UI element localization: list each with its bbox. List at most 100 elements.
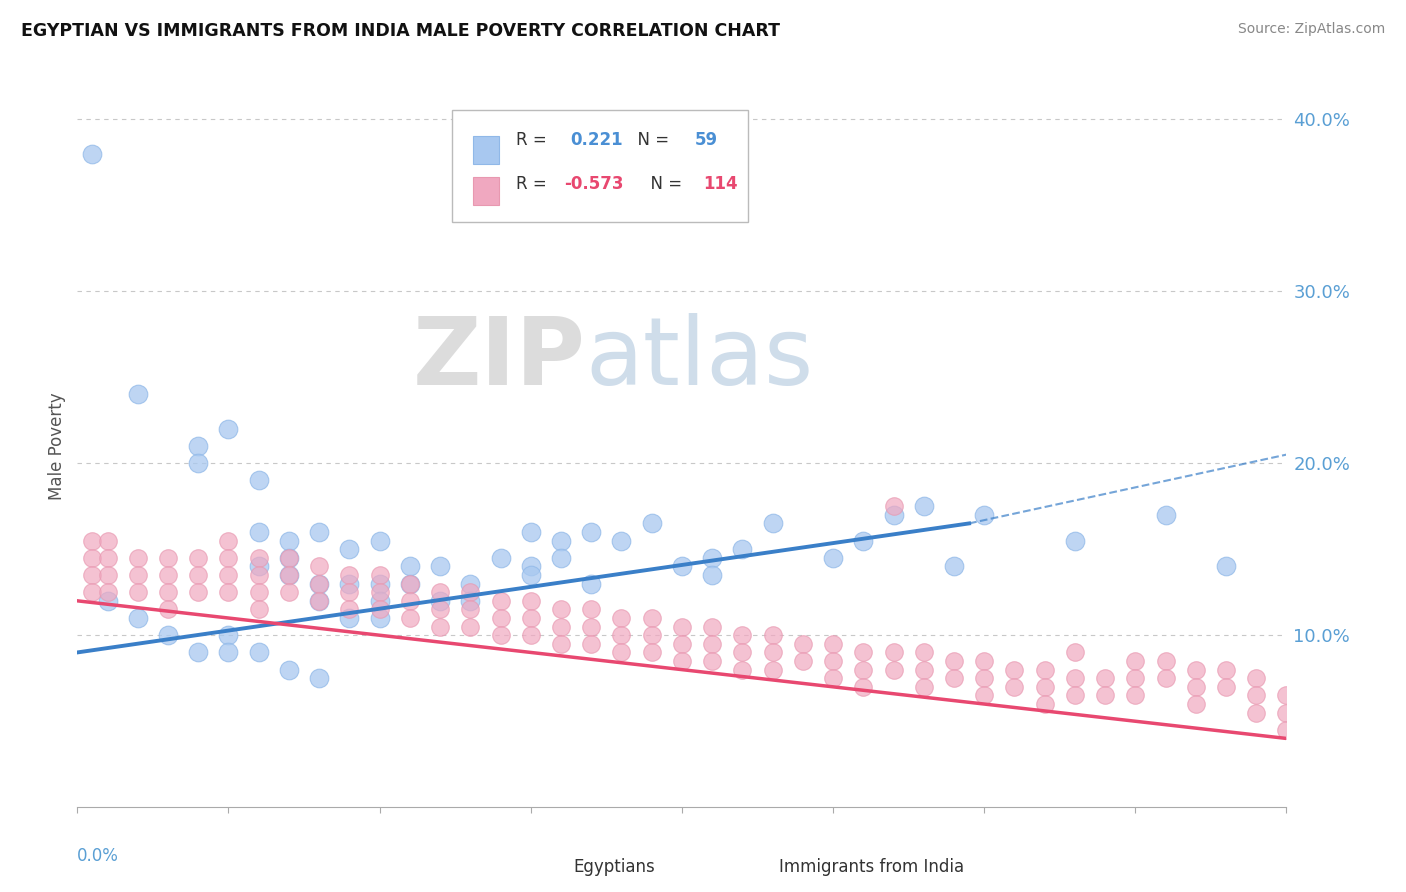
Point	[671, 619, 693, 633]
Point	[1246, 671, 1268, 685]
Point	[1123, 689, 1146, 703]
Point	[96, 533, 118, 548]
Point	[1123, 671, 1146, 685]
Point	[96, 568, 118, 582]
Point	[247, 524, 270, 539]
Point	[1246, 706, 1268, 720]
Text: EGYPTIAN VS IMMIGRANTS FROM INDIA MALE POVERTY CORRELATION CHART: EGYPTIAN VS IMMIGRANTS FROM INDIA MALE P…	[21, 22, 780, 40]
Point	[127, 568, 149, 582]
Point	[1064, 645, 1087, 659]
Point	[278, 533, 301, 548]
Point	[218, 533, 240, 548]
Point	[852, 533, 875, 548]
Point	[973, 508, 995, 522]
Point	[912, 680, 935, 694]
Point	[942, 654, 965, 668]
Text: 59: 59	[695, 131, 718, 149]
Text: 0.221: 0.221	[571, 131, 623, 149]
Point	[157, 585, 180, 599]
Point	[187, 585, 209, 599]
Point	[278, 568, 301, 582]
Point	[308, 671, 330, 685]
Point	[1004, 663, 1026, 677]
Point	[1154, 654, 1177, 668]
Point	[1246, 689, 1268, 703]
Point	[429, 594, 451, 608]
Point	[702, 568, 724, 582]
FancyBboxPatch shape	[742, 859, 769, 878]
Point	[278, 663, 301, 677]
FancyBboxPatch shape	[472, 177, 499, 205]
Point	[1184, 697, 1206, 711]
Point	[702, 550, 724, 565]
Point	[368, 611, 391, 625]
Point	[731, 645, 754, 659]
Point	[581, 637, 603, 651]
Point	[821, 550, 844, 565]
Point	[550, 637, 572, 651]
Point	[792, 654, 814, 668]
Point	[1154, 671, 1177, 685]
Point	[1275, 689, 1298, 703]
Point	[641, 611, 664, 625]
Point	[127, 550, 149, 565]
Point	[218, 568, 240, 582]
Point	[489, 611, 512, 625]
Point	[96, 585, 118, 599]
Point	[489, 628, 512, 642]
Point	[520, 568, 543, 582]
Point	[520, 559, 543, 574]
Point	[973, 654, 995, 668]
Point	[581, 576, 603, 591]
Point	[429, 619, 451, 633]
Text: N =: N =	[640, 175, 688, 193]
Point	[429, 559, 451, 574]
Point	[247, 602, 270, 616]
Point	[1215, 663, 1237, 677]
Point	[912, 645, 935, 659]
Point	[1033, 663, 1056, 677]
Point	[973, 689, 995, 703]
Point	[458, 602, 481, 616]
Point	[399, 576, 422, 591]
Point	[399, 576, 422, 591]
Point	[821, 671, 844, 685]
Point	[610, 628, 633, 642]
Point	[429, 602, 451, 616]
Point	[308, 524, 330, 539]
Point	[82, 568, 104, 582]
Point	[1184, 663, 1206, 677]
Point	[337, 602, 360, 616]
Text: R =: R =	[516, 131, 553, 149]
Point	[610, 533, 633, 548]
Point	[278, 568, 301, 582]
Point	[157, 568, 180, 582]
Point	[702, 637, 724, 651]
Point	[1064, 689, 1087, 703]
Point	[883, 663, 905, 677]
Point	[1215, 680, 1237, 694]
Point	[218, 628, 240, 642]
Point	[82, 585, 104, 599]
Point	[610, 645, 633, 659]
Point	[1033, 680, 1056, 694]
Point	[731, 542, 754, 557]
Text: Immigrants from India: Immigrants from India	[779, 858, 963, 876]
Point	[218, 550, 240, 565]
Point	[762, 645, 785, 659]
Point	[702, 654, 724, 668]
FancyBboxPatch shape	[472, 136, 499, 164]
Point	[127, 611, 149, 625]
Point	[581, 524, 603, 539]
Point	[641, 516, 664, 531]
Point	[1123, 654, 1146, 668]
Point	[458, 576, 481, 591]
Point	[458, 585, 481, 599]
Point	[1064, 671, 1087, 685]
Point	[368, 576, 391, 591]
Point	[429, 585, 451, 599]
Point	[127, 387, 149, 401]
Text: Egyptians: Egyptians	[574, 858, 655, 876]
Text: R =: R =	[516, 175, 553, 193]
Point	[187, 645, 209, 659]
